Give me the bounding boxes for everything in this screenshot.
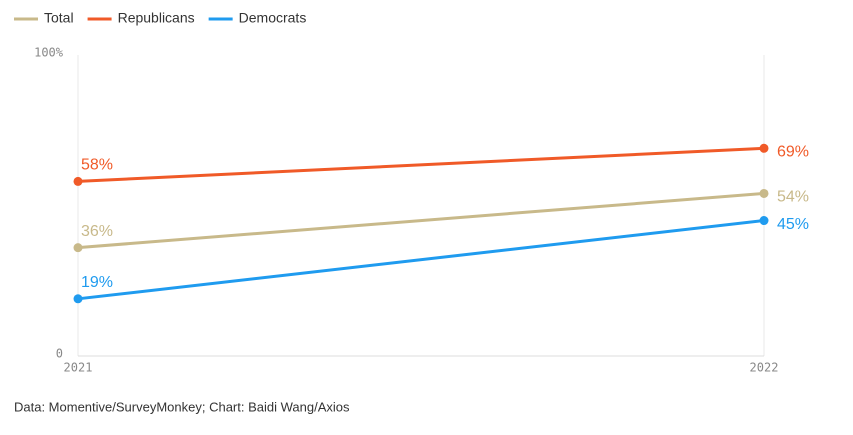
series-line [77, 191, 765, 250]
value-label: 69% [777, 144, 809, 161]
value-label: 36% [81, 223, 113, 240]
point [73, 294, 83, 304]
legend-label: Republicans [118, 10, 195, 26]
series-line [77, 219, 765, 301]
x-tick-label: 2022 [750, 361, 779, 375]
value-label: 45% [777, 216, 809, 233]
point [759, 143, 769, 153]
series-line [77, 146, 765, 183]
legend-label: Democrats [239, 10, 307, 26]
y-tick-label: 0 [56, 347, 63, 361]
source: Data: Momentive/SurveyMonkey; Chart: Bai… [14, 399, 350, 414]
value-label: 58% [81, 157, 113, 174]
point [759, 216, 769, 226]
legend-label: Total [44, 10, 74, 26]
point [759, 188, 769, 198]
value-label: 54% [777, 189, 809, 206]
point [73, 243, 83, 253]
y-tick-label: 100% [34, 46, 64, 60]
point [73, 176, 83, 186]
value-label: 19% [81, 274, 113, 291]
x-tick-label: 2021 [64, 361, 93, 375]
